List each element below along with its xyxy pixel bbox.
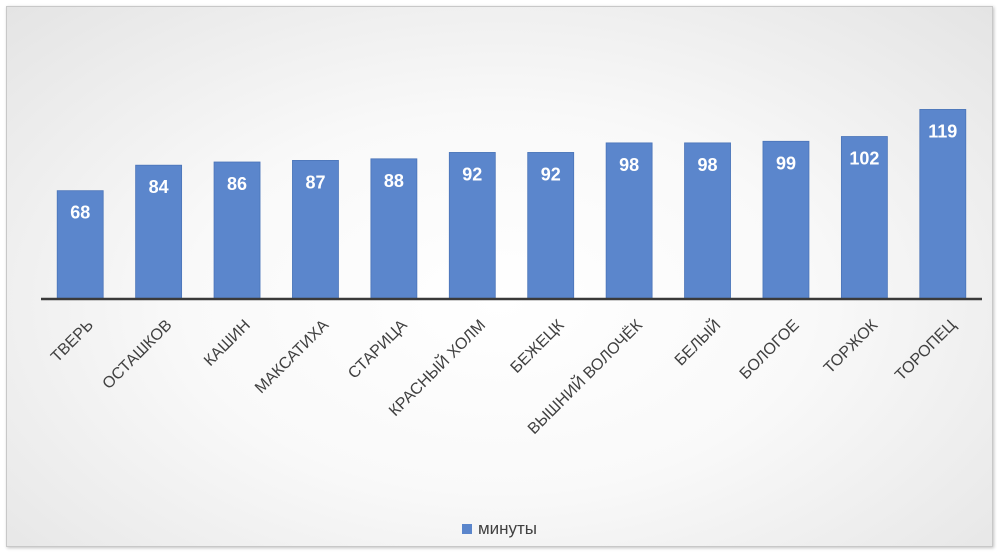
bars-group (56, 109, 967, 300)
bar (213, 161, 261, 300)
category-tick-label: МАКСАТИХА (252, 317, 332, 397)
category-tick-label: СТАРИЦА (345, 317, 411, 383)
legend-label: минуты (477, 519, 538, 538)
bar (448, 152, 496, 300)
data-label: 92 (541, 164, 561, 184)
data-label: 98 (698, 155, 718, 175)
chart-frame: 68 84 86 87 88 92 92 98 98 99 102 119 ТВЕРЬ ОСТАШКОВ… (6, 6, 993, 547)
category-tick-label: ТОРОПЕЦ (892, 317, 959, 384)
data-label: 86 (227, 174, 247, 194)
bar (762, 140, 810, 300)
category-tick-label: ОСТАШКОВ (100, 317, 176, 393)
data-label: 68 (70, 203, 90, 223)
data-label: 102 (849, 149, 879, 169)
data-label: 98 (619, 155, 639, 175)
bar-chart: 68 84 86 87 88 92 92 98 98 99 102 119 ТВЕРЬ ОСТАШКОВ… (41, 109, 982, 438)
bar (370, 158, 418, 300)
category-tick-label: ТОРЖОК (821, 316, 882, 377)
bar (292, 160, 339, 300)
bar (840, 136, 888, 300)
data-labels-group: 68 84 86 87 88 92 92 98 98 99 102 119 (70, 121, 957, 222)
bar (56, 190, 104, 300)
bar (919, 109, 967, 300)
bar (605, 142, 653, 300)
data-label: 84 (149, 177, 169, 197)
data-label: 119 (928, 121, 957, 141)
category-tick-label: БЕЛЫЙ (670, 315, 724, 369)
data-label: 87 (305, 172, 325, 192)
legend-swatch (461, 524, 472, 534)
category-tick-label: БЕЖЕЦК (508, 316, 568, 376)
legend: минуты (7, 519, 992, 539)
bar (135, 164, 183, 300)
category-tick-label: ТВЕРЬ (48, 317, 97, 366)
data-label: 88 (384, 171, 404, 191)
category-tick-label: КАШИН (201, 317, 254, 370)
data-label: 92 (462, 164, 482, 184)
category-tick-label: БОЛОГОЕ (737, 317, 803, 383)
data-label: 99 (776, 153, 796, 173)
